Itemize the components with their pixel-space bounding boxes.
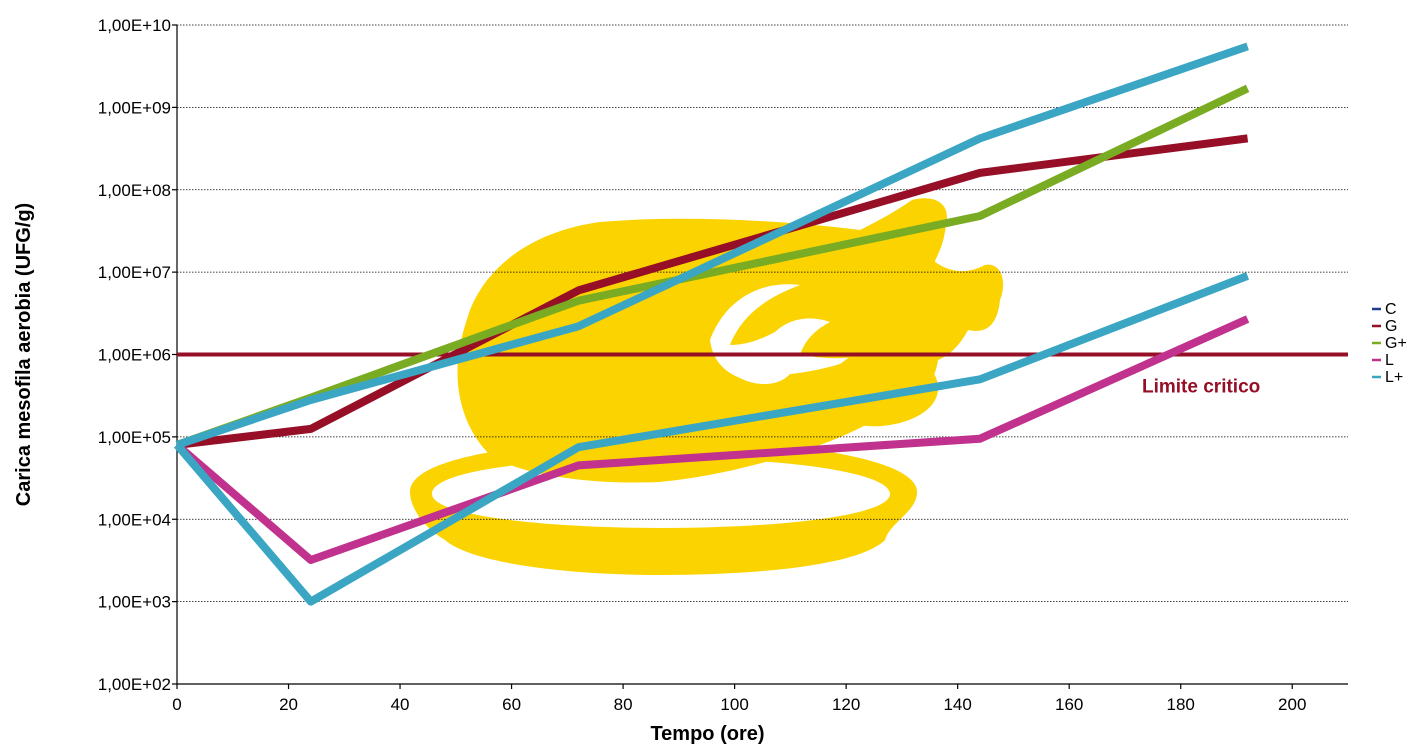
x-tick-label: 0	[172, 695, 181, 714]
series-line-l	[174, 315, 1250, 564]
x-tick-label: 180	[1167, 695, 1195, 714]
x-tick-label: 160	[1055, 695, 1083, 714]
y-tick-label: 1,00E+04	[98, 510, 171, 529]
y-tick-label: 1,00E+07	[98, 263, 171, 282]
x-tick-label: 200	[1278, 695, 1306, 714]
series-line-g	[176, 134, 1249, 449]
series-line-l-plus	[175, 42, 1249, 449]
x-tick-label: 80	[614, 695, 633, 714]
legend-entry: L	[1385, 352, 1394, 369]
y-axis-title: Carica mesofila aerobia (UFG/g)	[13, 203, 35, 506]
y-tick-label: 1,00E+09	[98, 98, 171, 117]
y-tick-label: 1,00E+06	[98, 346, 171, 365]
y-tick-label: 1,00E+02	[98, 675, 171, 694]
x-tick-label: 60	[502, 695, 521, 714]
series-lines	[173, 42, 1250, 606]
y-tick-label: 1,00E+08	[98, 181, 171, 200]
legend-entry: L+	[1385, 369, 1403, 386]
x-axis-title: Tempo (ore)	[650, 723, 764, 745]
y-tick-label: 1,00E+05	[98, 428, 171, 447]
critical-limit-label: Limite critico	[1142, 377, 1260, 398]
plate-shape	[410, 440, 917, 575]
y-tick-labels: 1,00E+02 1,00E+03 1,00E+04 1,00E+05 1,00E+06…	[98, 16, 171, 694]
y-tick-label: 1,00E+03	[98, 593, 171, 612]
gridlines	[177, 24, 1348, 603]
x-tick-labels: 0 20 40 60 80 100 120 140 160 180 200	[172, 695, 1306, 714]
y-tick-label: 1,00E+10	[98, 16, 171, 35]
x-tick-label: 100	[720, 695, 748, 714]
x-tick-label: 20	[279, 695, 298, 714]
legend-entry: G+	[1385, 335, 1407, 352]
x-tick-label: 40	[391, 695, 410, 714]
legend-entry: G	[1385, 318, 1397, 335]
legend: CGG+LL+	[1372, 301, 1407, 386]
legend-entry: C	[1385, 301, 1397, 318]
x-tick-label: 120	[832, 695, 860, 714]
x-tick-label: 140	[943, 695, 971, 714]
series-line-l-plus	[173, 272, 1250, 606]
